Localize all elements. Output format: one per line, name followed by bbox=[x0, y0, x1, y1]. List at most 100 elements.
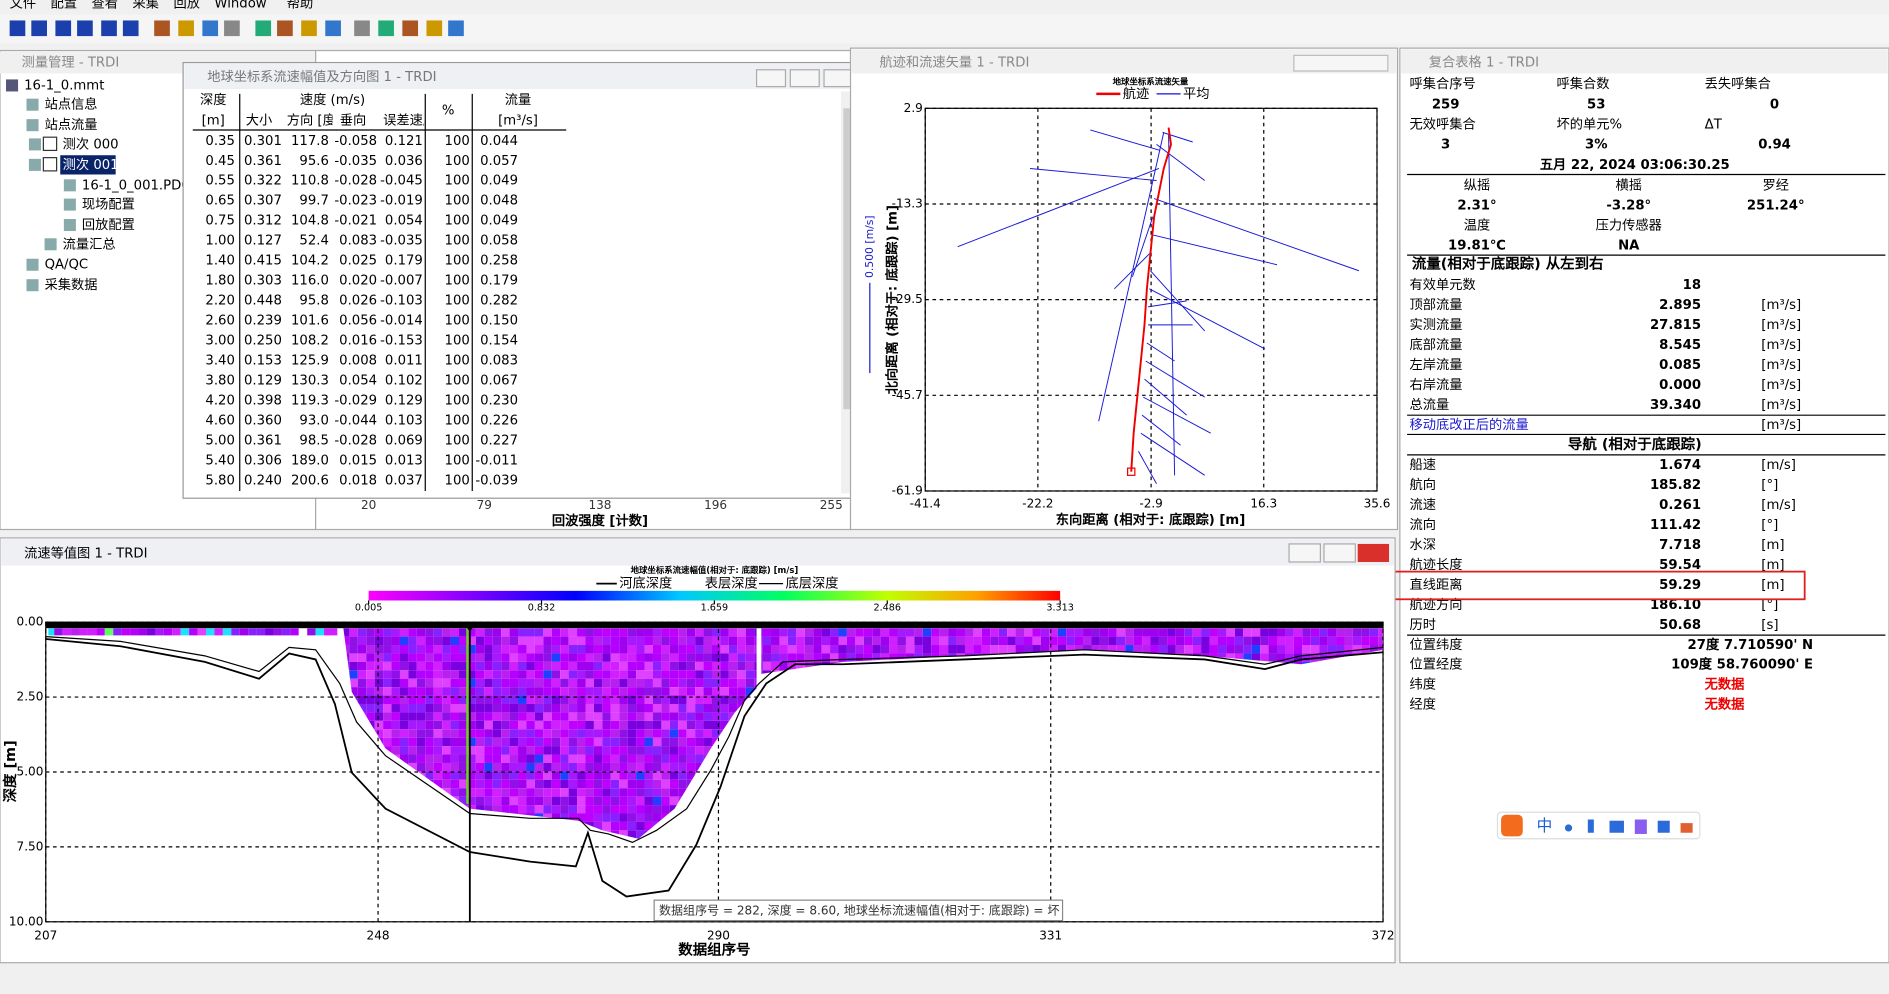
tool-button[interactable] bbox=[154, 20, 170, 37]
cell bbox=[948, 628, 957, 637]
ime-bar[interactable]: 中 bbox=[1496, 811, 1701, 840]
table-cell: 0.083 bbox=[480, 354, 518, 369]
cell bbox=[602, 678, 611, 688]
cell bbox=[652, 645, 662, 654]
cell bbox=[897, 645, 906, 654]
tree-item[interactable]: 16-1_0_001.PD0 bbox=[82, 178, 190, 193]
menu-item[interactable]: 文件 bbox=[10, 0, 36, 12]
menu-item[interactable]: 回放 bbox=[173, 0, 199, 12]
checkbox[interactable] bbox=[42, 136, 58, 152]
cell bbox=[189, 628, 198, 637]
cell bbox=[526, 729, 535, 738]
tool-button[interactable] bbox=[255, 20, 272, 37]
cell bbox=[458, 720, 468, 730]
minimize-button[interactable] bbox=[1288, 543, 1321, 563]
velocity-vector bbox=[1150, 270, 1206, 332]
cell bbox=[391, 678, 400, 688]
cell bbox=[703, 628, 712, 637]
cell bbox=[593, 771, 603, 780]
cell bbox=[872, 628, 881, 637]
cell bbox=[745, 661, 755, 671]
cell bbox=[1302, 636, 1311, 646]
cell bbox=[560, 678, 569, 688]
menu-item[interactable]: Window bbox=[214, 0, 266, 12]
cell bbox=[686, 729, 696, 738]
tree-item[interactable]: 现场配置 bbox=[82, 197, 135, 213]
row-label: 实测流量 bbox=[1410, 317, 1463, 333]
tree-item[interactable]: 16-1_0.mmt bbox=[24, 78, 104, 93]
table-cell: 0.45 bbox=[205, 154, 234, 169]
tool-button[interactable] bbox=[378, 20, 394, 37]
menu-item[interactable]: 配置 bbox=[51, 0, 77, 12]
cell bbox=[728, 703, 738, 713]
tree-item[interactable]: 采集数据 bbox=[45, 277, 98, 293]
tool-button[interactable] bbox=[55, 20, 72, 37]
tool-button[interactable] bbox=[325, 20, 341, 37]
menu-item[interactable]: 采集 bbox=[133, 0, 159, 12]
maximize-button[interactable] bbox=[1323, 543, 1356, 563]
x-tick-label: 138 bbox=[588, 498, 611, 512]
window-controls[interactable] bbox=[1288, 543, 1390, 563]
checkbox[interactable] bbox=[42, 157, 58, 172]
tool-button[interactable] bbox=[202, 20, 219, 37]
tool-button[interactable] bbox=[122, 20, 139, 37]
table-cell: -0.011 bbox=[475, 453, 518, 468]
tree-item[interactable]: 测次 001 bbox=[63, 157, 119, 173]
tool-button[interactable] bbox=[224, 20, 240, 37]
cell bbox=[543, 670, 552, 679]
tool-button[interactable] bbox=[77, 20, 93, 37]
cell bbox=[627, 653, 637, 662]
menu-item[interactable]: 帮助 bbox=[287, 0, 313, 12]
cell bbox=[610, 687, 620, 696]
menu-item[interactable]: 查看 bbox=[92, 0, 118, 12]
tree-item[interactable]: QA/QC bbox=[45, 258, 89, 273]
table-cell: -0.019 bbox=[380, 194, 423, 209]
maximize-button[interactable] bbox=[789, 69, 820, 88]
tool-button[interactable] bbox=[277, 20, 293, 37]
close-button[interactable] bbox=[1357, 543, 1390, 562]
table-cell: 0.360 bbox=[244, 413, 282, 428]
cell bbox=[652, 653, 662, 662]
cell bbox=[804, 645, 814, 654]
cell bbox=[636, 628, 645, 637]
cell bbox=[610, 813, 620, 822]
ime-mode[interactable]: 中 bbox=[1537, 816, 1553, 835]
row-label: 位置纬度 bbox=[1410, 637, 1463, 653]
table-cell: -0.045 bbox=[380, 174, 423, 189]
cell bbox=[1268, 645, 1278, 654]
cell bbox=[484, 737, 493, 747]
cell bbox=[779, 645, 788, 654]
tool-button[interactable] bbox=[178, 20, 194, 37]
cell bbox=[534, 746, 544, 755]
tool-button[interactable] bbox=[426, 20, 443, 37]
cell bbox=[1057, 628, 1067, 637]
tool-button[interactable] bbox=[31, 20, 47, 37]
cell bbox=[425, 661, 434, 671]
minimize-button[interactable] bbox=[755, 69, 787, 88]
window-controls[interactable] bbox=[755, 69, 856, 88]
cell bbox=[518, 729, 527, 738]
tree-item[interactable]: 站点信息 bbox=[45, 96, 98, 113]
tool-button[interactable] bbox=[448, 20, 464, 37]
cell bbox=[475, 695, 485, 704]
cell bbox=[391, 720, 400, 730]
window-controls[interactable] bbox=[1293, 54, 1389, 72]
cell bbox=[964, 636, 974, 646]
cell bbox=[349, 678, 358, 688]
tree-item[interactable]: 流量汇总 bbox=[63, 236, 116, 252]
tool-button[interactable] bbox=[301, 20, 317, 37]
cell bbox=[686, 754, 696, 763]
ime-panel[interactable] bbox=[1496, 811, 1701, 840]
cell bbox=[374, 695, 384, 704]
tool-button[interactable] bbox=[101, 20, 117, 37]
cell bbox=[703, 737, 712, 747]
tree-item[interactable]: 回放配置 bbox=[82, 217, 135, 233]
tree-item[interactable]: 站点流量 bbox=[45, 117, 98, 133]
cell bbox=[593, 754, 603, 763]
tree-item[interactable]: 测次 000 bbox=[63, 136, 119, 152]
cell bbox=[593, 762, 603, 772]
tool-button[interactable] bbox=[354, 20, 370, 37]
tool-button[interactable] bbox=[402, 20, 419, 37]
cell bbox=[686, 712, 696, 721]
tool-button[interactable] bbox=[9, 20, 26, 37]
